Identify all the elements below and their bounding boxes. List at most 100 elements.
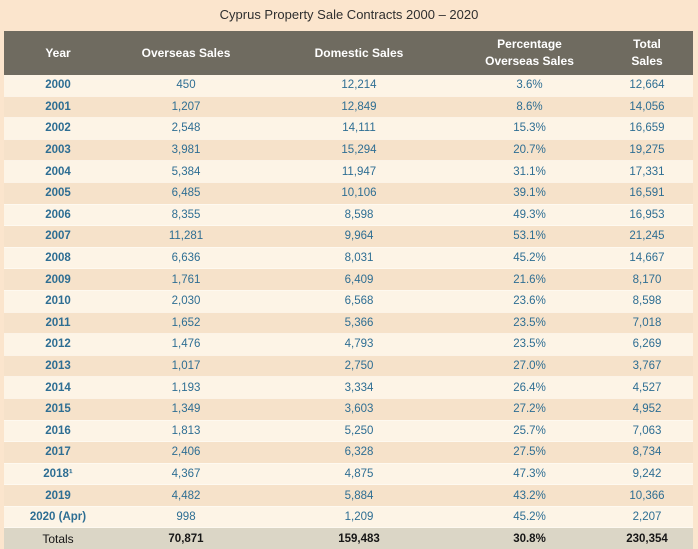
overseas-sales-cell: 1,813	[112, 420, 260, 443]
table-row: 2008 6,636 8,031 45.2% 14,667	[4, 247, 693, 270]
year-cell: 2018¹	[4, 463, 112, 486]
year-cell: 2009	[4, 268, 112, 291]
overseas-sales-cell: 6,485	[112, 182, 260, 205]
overseas-sales-cell: 1,349	[112, 398, 260, 421]
column-header-percentage-line1: Percentage	[497, 37, 562, 51]
percentage-cell: 21.6%	[458, 268, 601, 291]
table-row: 2003 3,981 15,294 20.7% 19,275	[4, 139, 693, 162]
year-cell: 2010	[4, 290, 112, 313]
column-header-total-line2: Sales	[631, 54, 663, 68]
column-header-total-line1: Total	[633, 37, 661, 51]
totals-domestic-sales: 159,483	[260, 527, 458, 549]
overseas-sales-cell: 1,652	[112, 312, 260, 335]
total-sales-cell: 8,598	[601, 290, 693, 313]
table-row: 2000 450 12,214 3.6% 12,664	[4, 75, 693, 97]
percentage-cell: 3.6%	[458, 75, 601, 97]
domestic-sales-cell: 4,793	[260, 333, 458, 356]
table-row: 2012 1,476 4,793 23.5% 6,269	[4, 333, 693, 356]
percentage-cell: 47.3%	[458, 463, 601, 486]
column-header-percentage-line2: Overseas Sales	[485, 54, 574, 68]
overseas-sales-cell: 1,476	[112, 333, 260, 356]
table-row: 2018¹ 4,367 4,875 47.3% 9,242	[4, 463, 693, 486]
year-cell: 2020 (Apr)	[4, 506, 112, 529]
totals-percentage: 30.8%	[458, 527, 601, 549]
totals-total-sales: 230,354	[601, 527, 693, 549]
year-cell: 2011	[4, 312, 112, 335]
domestic-sales-cell: 1,209	[260, 506, 458, 529]
total-sales-cell: 16,659	[601, 117, 693, 140]
overseas-sales-cell: 6,636	[112, 247, 260, 270]
percentage-cell: 27.2%	[458, 398, 601, 421]
overseas-sales-cell: 11,281	[112, 225, 260, 248]
total-sales-cell: 7,063	[601, 420, 693, 443]
total-sales-cell: 14,667	[601, 247, 693, 270]
domestic-sales-cell: 6,409	[260, 268, 458, 291]
domestic-sales-cell: 9,964	[260, 225, 458, 248]
table-header-row: Year Overseas Sales Domestic Sales Perce…	[4, 31, 693, 75]
domestic-sales-cell: 3,334	[260, 376, 458, 399]
overseas-sales-cell: 3,981	[112, 139, 260, 162]
total-sales-cell: 21,245	[601, 225, 693, 248]
overseas-sales-cell: 2,030	[112, 290, 260, 313]
percentage-cell: 23.5%	[458, 312, 601, 335]
overseas-sales-cell: 1,193	[112, 376, 260, 399]
overseas-sales-cell: 4,482	[112, 484, 260, 507]
domestic-sales-cell: 2,750	[260, 355, 458, 378]
total-sales-cell: 16,953	[601, 204, 693, 227]
table-row: 2011 1,652 5,366 23.5% 7,018	[4, 312, 693, 335]
total-sales-cell: 14,056	[601, 96, 693, 119]
column-header-year-label: Year	[45, 45, 71, 60]
table-row: 2015 1,349 3,603 27.2% 4,952	[4, 398, 693, 421]
total-sales-cell: 9,242	[601, 463, 693, 486]
domestic-sales-cell: 8,031	[260, 247, 458, 270]
year-cell: 2014	[4, 376, 112, 399]
percentage-cell: 43.2%	[458, 484, 601, 507]
table-row: 2013 1,017 2,750 27.0% 3,767	[4, 355, 693, 378]
column-header-domestic-sales-label: Domestic Sales	[314, 45, 404, 60]
domestic-sales-cell: 3,603	[260, 398, 458, 421]
year-cell: 2017	[4, 441, 112, 464]
overseas-sales-cell: 1,017	[112, 355, 260, 378]
domestic-sales-cell: 6,328	[260, 441, 458, 464]
total-sales-cell: 3,767	[601, 355, 693, 378]
percentage-cell: 49.3%	[458, 204, 601, 227]
property-sales-table: Year Overseas Sales Domestic Sales Perce…	[4, 31, 693, 549]
table-row: 2017 2,406 6,328 27.5% 8,734	[4, 441, 693, 464]
overseas-sales-cell: 2,548	[112, 117, 260, 140]
domestic-sales-cell: 10,106	[260, 182, 458, 205]
column-header-total-sales: Total Sales	[601, 31, 693, 75]
total-sales-cell: 6,269	[601, 333, 693, 356]
year-cell: 2012	[4, 333, 112, 356]
table-row: 2010 2,030 6,568 23.6% 8,598	[4, 290, 693, 313]
column-header-year: Year	[4, 31, 112, 75]
year-cell: 2007	[4, 225, 112, 248]
table-row: 2004 5,384 11,947 31.1% 17,331	[4, 160, 693, 183]
domestic-sales-cell: 14,111	[260, 117, 458, 140]
percentage-cell: 45.2%	[458, 247, 601, 270]
table-row: 2001 1,207 12,849 8.6% 14,056	[4, 96, 693, 119]
page-title: Cyprus Property Sale Contracts 2000 – 20…	[219, 7, 479, 22]
year-cell: 2016	[4, 420, 112, 443]
percentage-cell: 27.5%	[458, 441, 601, 464]
domestic-sales-cell: 5,250	[260, 420, 458, 443]
percentage-cell: 20.7%	[458, 139, 601, 162]
table-row: 2020 (Apr) 998 1,209 45.2% 2,207	[4, 506, 693, 529]
domestic-sales-cell: 8,598	[260, 204, 458, 227]
percentage-cell: 23.6%	[458, 290, 601, 313]
domestic-sales-cell: 5,884	[260, 484, 458, 507]
table-row: 2009 1,761 6,409 21.6% 8,170	[4, 268, 693, 291]
domestic-sales-cell: 15,294	[260, 139, 458, 162]
year-cell: 2002	[4, 117, 112, 140]
percentage-cell: 31.1%	[458, 160, 601, 183]
total-sales-cell: 17,331	[601, 160, 693, 183]
total-sales-cell: 12,664	[601, 75, 693, 97]
year-cell: 2003	[4, 139, 112, 162]
total-sales-cell: 8,170	[601, 268, 693, 291]
total-sales-cell: 2,207	[601, 506, 693, 529]
percentage-cell: 39.1%	[458, 182, 601, 205]
table-body: 2000 450 12,214 3.6% 12,664 2001 1,207 12,849 8.…	[4, 75, 693, 529]
table-row: 2006 8,355 8,598 49.3% 16,953	[4, 204, 693, 227]
percentage-cell: 8.6%	[458, 96, 601, 119]
column-header-domestic-sales: Domestic Sales	[260, 31, 458, 75]
